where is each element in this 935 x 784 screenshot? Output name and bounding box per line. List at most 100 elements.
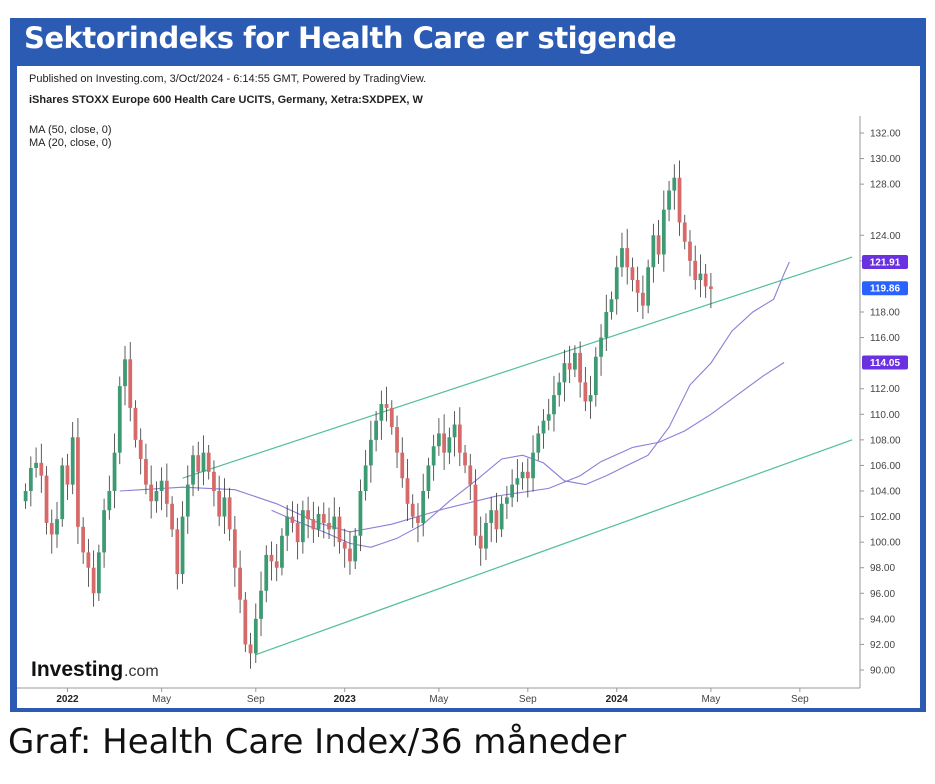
candle-up bbox=[667, 190, 671, 210]
x-tick-label: May bbox=[701, 694, 720, 705]
candle-up bbox=[661, 209, 666, 255]
candle-up bbox=[253, 618, 258, 654]
candle-up bbox=[112, 452, 117, 491]
candle-down bbox=[709, 286, 713, 289]
x-tick-label: Sep bbox=[519, 694, 537, 705]
candle-up bbox=[117, 386, 122, 453]
candle-down bbox=[91, 567, 96, 594]
x-tick-label: May bbox=[429, 694, 448, 705]
candle-up bbox=[123, 359, 127, 387]
y-tick-label: 112.00 bbox=[870, 384, 900, 395]
x-tick-label: Sep bbox=[791, 694, 809, 705]
candle-up bbox=[280, 535, 284, 568]
candle-up bbox=[552, 395, 556, 415]
y-tick-label: 118.00 bbox=[870, 308, 900, 319]
candle-up bbox=[573, 352, 577, 370]
candle-down bbox=[196, 455, 201, 472]
candle-down bbox=[81, 526, 86, 553]
investing-logo: Investing .com bbox=[31, 658, 159, 681]
y-tick-label: 108.00 bbox=[870, 435, 901, 446]
logo-name: Investing bbox=[31, 658, 123, 681]
candle-up bbox=[646, 267, 651, 306]
price-tag-label: 114.05 bbox=[870, 358, 900, 369]
candle-down bbox=[457, 424, 462, 453]
candle-up bbox=[353, 535, 358, 562]
y-tick-label: 98.00 bbox=[870, 563, 895, 574]
ma-layer bbox=[119, 261, 790, 548]
candle-down bbox=[688, 241, 692, 261]
candle-up bbox=[332, 516, 337, 530]
price-tag-box bbox=[862, 355, 908, 370]
candle-up bbox=[447, 437, 452, 453]
candle-down bbox=[144, 459, 148, 485]
candle-down bbox=[227, 497, 232, 530]
candle-down bbox=[630, 267, 635, 281]
candle-up bbox=[23, 491, 28, 502]
candle-up bbox=[520, 471, 525, 479]
candle-down bbox=[217, 491, 222, 517]
candle-down bbox=[578, 352, 583, 383]
candle-up bbox=[541, 420, 546, 434]
candle-up bbox=[159, 480, 164, 491]
candle-down bbox=[306, 510, 310, 520]
candle-down bbox=[400, 452, 405, 479]
candle-down bbox=[170, 503, 174, 530]
candle-up bbox=[431, 446, 436, 466]
candle-down bbox=[583, 382, 588, 402]
candle-down bbox=[442, 433, 446, 453]
candle-up bbox=[259, 590, 263, 619]
candle-down bbox=[76, 437, 80, 527]
y-tick-label: 104.00 bbox=[870, 487, 901, 498]
candle-down bbox=[389, 407, 394, 428]
candle-down bbox=[337, 516, 342, 543]
chart-area: 132.00130.00128.00124.00122.00118.00116.… bbox=[17, 66, 920, 708]
candle-down bbox=[164, 480, 169, 504]
candle-up bbox=[505, 497, 509, 504]
candle-up bbox=[102, 510, 106, 553]
candle-up bbox=[609, 299, 614, 312]
candle-down bbox=[248, 644, 253, 654]
price-tag-box bbox=[862, 281, 908, 296]
candle-up bbox=[593, 356, 598, 396]
price-tag-label: 119.86 bbox=[870, 284, 900, 295]
candle-down bbox=[478, 535, 483, 549]
y-tick-label: 100.00 bbox=[870, 538, 901, 549]
price-tag-box bbox=[862, 255, 908, 270]
ma20-legend: MA (20, close, 0) bbox=[29, 137, 112, 149]
candle-down bbox=[128, 359, 133, 408]
ma20-line bbox=[271, 261, 790, 548]
x-tick-layer: 2022 May Sep 2023 May Sep 2024 May Sep bbox=[56, 688, 809, 705]
candle-down bbox=[473, 484, 478, 536]
candle-up bbox=[604, 312, 609, 338]
y-tick-label: 94.00 bbox=[870, 614, 895, 625]
candle-down bbox=[212, 471, 216, 491]
candle-up bbox=[316, 514, 321, 530]
candle-down bbox=[677, 177, 682, 223]
candle-down bbox=[138, 439, 143, 460]
candle-up bbox=[489, 510, 494, 523]
candle-up bbox=[154, 491, 159, 502]
y-tick-label: 130.00 bbox=[870, 154, 901, 165]
candle-down bbox=[321, 514, 326, 523]
candle-up bbox=[34, 462, 38, 468]
candle-down bbox=[494, 510, 499, 530]
published-note: Published on Investing.com, 3/Oct/2024 -… bbox=[29, 73, 426, 85]
channel-upper-line bbox=[182, 256, 853, 479]
candle-down bbox=[311, 519, 316, 530]
candle-layer bbox=[23, 160, 713, 669]
candle-up bbox=[614, 267, 619, 300]
candle-down bbox=[274, 561, 279, 568]
candle-down bbox=[290, 516, 295, 523]
candle-up bbox=[185, 484, 190, 517]
candle-up bbox=[599, 337, 603, 357]
y-tick-label: 110.00 bbox=[870, 410, 900, 421]
candle-down bbox=[269, 554, 274, 562]
candle-down bbox=[395, 427, 399, 453]
candle-down bbox=[295, 522, 300, 543]
x-tick-label: Sep bbox=[247, 694, 265, 705]
candle-down bbox=[327, 522, 331, 530]
candle-down bbox=[693, 260, 698, 281]
candle-up bbox=[515, 478, 520, 485]
candle-up bbox=[180, 516, 185, 575]
candle-down bbox=[206, 452, 211, 472]
